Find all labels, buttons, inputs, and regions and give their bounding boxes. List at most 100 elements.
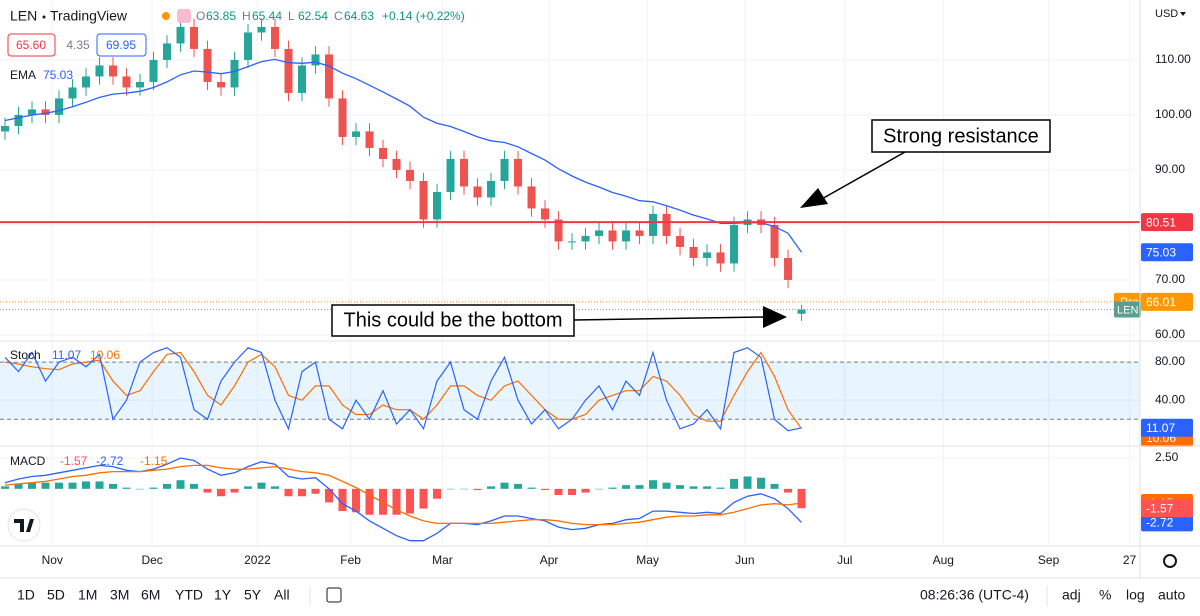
settings[interactable] — [1163, 554, 1177, 568]
histogram-bar — [14, 483, 23, 489]
wave-icon — [177, 9, 191, 23]
candle-body — [473, 186, 482, 198]
ema-line — [4, 58, 803, 253]
histogram-bar — [0, 486, 9, 489]
candle-body — [703, 252, 712, 258]
range-button[interactable]: 5Y — [244, 587, 262, 603]
candle-body — [514, 158, 523, 187]
arrow-head — [800, 188, 828, 208]
macd-legend-value: -1.57 — [60, 454, 88, 468]
candle-body — [271, 26, 280, 49]
x-tick-label: Jun — [735, 553, 754, 567]
range-button[interactable]: 1M — [78, 587, 97, 603]
histogram-bar — [163, 483, 172, 489]
candle-body — [352, 131, 361, 137]
histogram-bar — [95, 481, 104, 489]
candle-body — [365, 131, 374, 148]
annotation-arrow — [819, 151, 906, 201]
annotation-text: This could be the bottom — [343, 309, 562, 331]
sun-icon — [162, 12, 170, 20]
symbol-badge: LEN — [1117, 304, 1138, 316]
histogram-bar — [230, 488, 239, 493]
candle-body — [284, 48, 293, 93]
histogram-bar — [703, 486, 712, 489]
ema-legend-value: 75.03 — [43, 68, 73, 82]
range-button[interactable]: All — [274, 587, 290, 603]
histogram-bar — [338, 488, 347, 512]
histogram-bar — [649, 480, 658, 489]
candle-body — [662, 213, 671, 236]
histogram-bar — [662, 482, 671, 489]
histogram-bar — [797, 488, 806, 509]
histogram-bar — [527, 487, 536, 489]
histogram-bar — [392, 488, 401, 515]
x-tick-label: 27 — [1123, 553, 1137, 567]
candle-body — [81, 76, 90, 88]
ask-box — [96, 33, 147, 57]
candle-body — [770, 224, 779, 258]
candle-body — [0, 125, 9, 132]
candle-body — [419, 180, 428, 220]
dropdown-arrow — [1180, 12, 1186, 16]
y-tick-label: 40.00 — [1155, 392, 1185, 406]
ohlc-key: L — [288, 9, 295, 23]
range-button[interactable]: 1Y — [214, 587, 232, 603]
range-button[interactable]: 6M — [141, 587, 160, 603]
option-button[interactable]: adj — [1062, 587, 1081, 603]
histogram-bar — [622, 485, 631, 489]
candle-body — [230, 59, 239, 88]
range-button[interactable]: 5D — [47, 587, 65, 603]
histogram-bar — [176, 480, 185, 489]
symbol: LEN — [10, 8, 37, 24]
histogram-bar — [473, 488, 482, 491]
x-tick-label: Apr — [540, 553, 559, 567]
histogram-bar — [122, 487, 131, 489]
option-button[interactable]: log — [1126, 587, 1145, 603]
histogram-bar — [190, 483, 199, 489]
range-button[interactable]: YTD — [175, 587, 203, 603]
annotation-arrow — [573, 316, 766, 321]
y-tick-label: 70.00 — [1155, 272, 1185, 286]
macd-legend-value: -1.15 — [140, 454, 168, 468]
stoch-line — [4, 347, 802, 432]
option-button[interactable]: auto — [1158, 587, 1185, 603]
histogram-bar — [406, 488, 415, 514]
histogram-bar — [595, 488, 604, 490]
candle-body — [95, 65, 104, 77]
source: TradingView — [50, 8, 128, 24]
currency: USD — [1155, 8, 1178, 20]
histogram-bar — [743, 476, 752, 489]
tv-logo-mark — [14, 519, 34, 532]
range-button[interactable]: 3M — [110, 587, 129, 603]
y-tick-label: 90.00 — [1155, 162, 1185, 176]
calendar-icon[interactable] — [326, 587, 342, 603]
histogram-bar — [352, 488, 361, 513]
candle-body — [217, 81, 226, 88]
candle-body — [392, 158, 401, 170]
candle-body — [27, 109, 36, 115]
candle-body — [14, 114, 23, 126]
candle-body — [149, 59, 158, 82]
candle-body — [68, 87, 77, 99]
candle-body — [541, 208, 550, 220]
x-tick-label: Aug — [933, 553, 954, 567]
histogram-bar — [257, 482, 266, 489]
premarket-badge: 66.01 — [1146, 295, 1176, 309]
histogram-bar — [433, 488, 442, 499]
macd-badge: -2.72 — [1146, 516, 1174, 530]
candle-body — [244, 32, 253, 60]
stoch-legend-value: 10.06 — [90, 348, 120, 362]
line-price-badge: 80.51 — [1146, 215, 1176, 229]
histogram-bar — [203, 488, 212, 493]
range-button[interactable]: 1D — [17, 587, 35, 603]
histogram-bar — [325, 488, 334, 503]
histogram-badge-bg — [1141, 499, 1193, 518]
histogram-badge: -1.57 — [1146, 501, 1174, 515]
x-tick-label: Sep — [1038, 553, 1060, 567]
annotation-box — [331, 304, 575, 337]
histogram-bar — [487, 486, 496, 489]
candle-body — [325, 54, 334, 99]
option-button[interactable]: % — [1099, 587, 1111, 603]
